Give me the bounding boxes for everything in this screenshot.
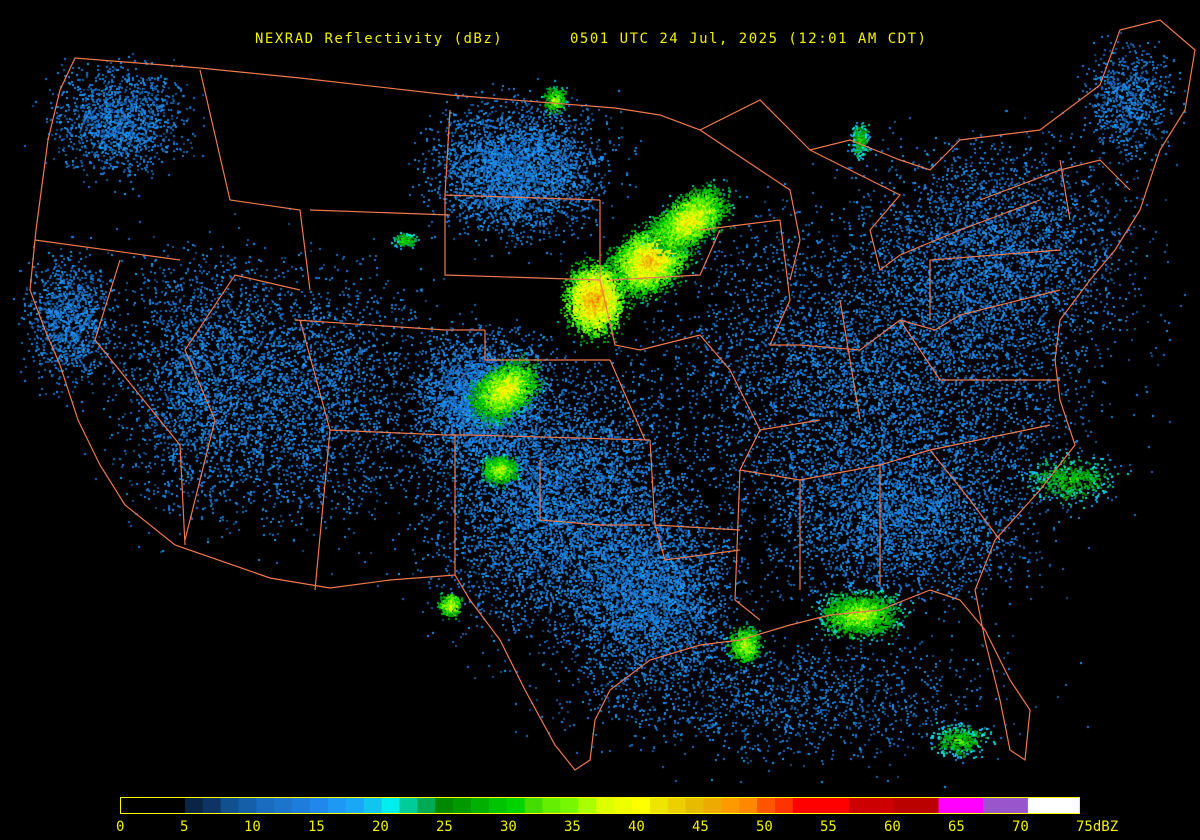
color-scale-swatch	[417, 798, 436, 813]
great-lakes	[699, 129, 1041, 281]
color-scale-tick-label: 35	[564, 819, 581, 835]
color-scale-swatch	[685, 798, 704, 813]
color-scale-swatch	[649, 798, 669, 813]
color-scale-swatch	[739, 798, 758, 813]
color-scale-swatch	[184, 798, 204, 813]
color-scale-swatch	[1027, 798, 1079, 813]
color-scale-swatch	[703, 798, 722, 813]
state-boundaries-layer	[29, 19, 1196, 771]
color-scale-swatch	[202, 798, 222, 813]
color-scale-swatch	[345, 798, 365, 813]
color-scale-tick-label: 40	[628, 819, 645, 835]
color-scale-swatch	[453, 798, 472, 813]
color-scale-swatch	[774, 798, 794, 813]
color-scale-tick-label: 70	[1012, 819, 1029, 835]
color-scale-tick-label: 10	[244, 819, 261, 835]
product-title: NEXRAD Reflectivity (dBz)	[255, 31, 504, 47]
color-scale-tick-label: 30	[500, 819, 517, 835]
color-scale-swatch	[721, 798, 740, 813]
color-scale-swatch	[893, 798, 939, 813]
color-scale-swatch	[524, 798, 544, 813]
color-scale-tick-label: 15	[308, 819, 325, 835]
color-scale-swatch	[667, 798, 687, 813]
color-scale-tick-label: 55	[820, 819, 837, 835]
color-scale-swatch	[310, 798, 329, 813]
color-scale-swatch	[363, 798, 383, 813]
color-scale-tick-label: 0	[116, 819, 125, 835]
color-scale-swatch	[399, 798, 418, 813]
color-scale-swatch	[488, 798, 508, 813]
color-scale-swatch	[220, 798, 240, 813]
color-scale-swatch	[256, 798, 275, 813]
color-scale-tick-label: 25	[436, 819, 453, 835]
color-scale-swatch	[381, 798, 400, 813]
color-scale-swatch	[578, 798, 597, 813]
color-scale-tick-label: 20	[372, 819, 389, 835]
color-scale-swatch	[121, 798, 186, 813]
color-scale-swatch	[238, 798, 257, 813]
radar-reflectivity-layer	[0, 0, 1200, 790]
color-scale-swatch	[792, 798, 850, 813]
color-scale-swatch	[757, 798, 776, 813]
color-scale-swatch	[542, 798, 561, 813]
color-scale-swatch	[983, 798, 1029, 813]
timestamp-label: 0501 UTC 24 Jul, 2025 (12:01 AM CDT)	[570, 31, 928, 47]
color-scale-swatch	[631, 798, 651, 813]
color-scale-swatch	[470, 798, 490, 813]
color-scale-tick-label: 75dBZ	[1076, 819, 1119, 835]
color-scale-swatch	[614, 798, 633, 813]
color-scale-tick-label: 45	[692, 819, 709, 835]
us-outline	[29, 19, 1196, 771]
color-scale-swatch	[596, 798, 615, 813]
color-scale-bar	[120, 797, 1080, 814]
color-scale-swatch	[560, 798, 579, 813]
color-scale-tick-label: 60	[884, 819, 901, 835]
color-scale-tick-label: 5	[180, 819, 189, 835]
color-scale-swatch	[938, 798, 984, 813]
color-scale-swatch	[849, 798, 895, 813]
color-scale-swatch	[435, 798, 454, 813]
color-scale-swatch	[327, 798, 347, 813]
color-scale-swatch	[292, 798, 311, 813]
state-lines	[34, 69, 1131, 621]
color-scale-tick-label: 50	[756, 819, 773, 835]
color-scale-swatch	[506, 798, 526, 813]
color-scale-tick-label: 65	[948, 819, 965, 835]
color-scale-swatch	[274, 798, 293, 813]
